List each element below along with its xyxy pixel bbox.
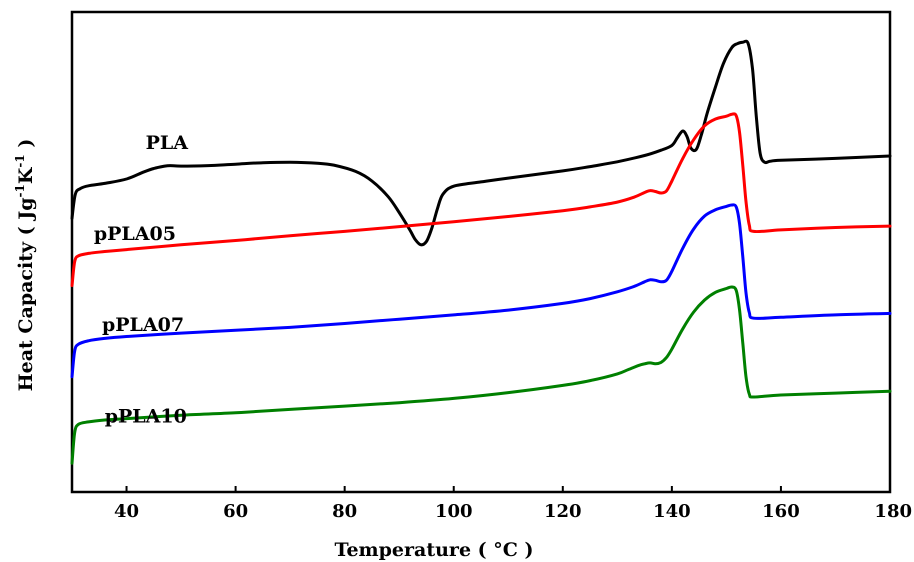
x-tick-label: 180 (874, 501, 912, 522)
y-axis-title: Heat Capacity ( Jg-1K-1 ) (13, 139, 37, 392)
y-axis-title-prefix: Heat Capacity ( Jg (15, 197, 37, 391)
x-tick-label: 160 (762, 501, 800, 522)
y-axis-title-suffix: ) (15, 139, 37, 155)
y-axis-title-mid: K (15, 166, 37, 184)
series-line-ppla05 (70, 112, 892, 288)
series-curves (70, 39, 892, 465)
series-label-ppla10: pPLA10 (105, 405, 187, 427)
plot-border (70, 10, 892, 494)
series-line-pla (70, 39, 892, 247)
series-line-ppla07 (70, 203, 892, 379)
x-tick-label: 40 (114, 501, 139, 522)
x-axis-title: Temperature ( °C ) (335, 539, 534, 561)
series-label-pla: PLA (146, 132, 189, 154)
x-tick-label: 60 (223, 501, 248, 522)
series-line-ppla10 (70, 285, 892, 465)
plot-frame (70, 10, 892, 494)
y-axis-title-sup2: -1 (13, 154, 27, 167)
x-tick-label: 100 (435, 501, 473, 522)
series-labels: PLA pPLA05 pPLA07 pPLA10 (94, 132, 188, 428)
y-axis-title-sup1: -1 (13, 184, 27, 197)
x-tick-label: 120 (544, 501, 582, 522)
x-axis-ticks: 40 60 80 100 120 140 160 180 (114, 486, 912, 522)
series-label-ppla07: pPLA07 (102, 314, 184, 336)
x-tick-label: 140 (653, 501, 691, 522)
x-tick-label: 80 (332, 501, 357, 522)
series-label-ppla05: pPLA05 (94, 223, 176, 245)
